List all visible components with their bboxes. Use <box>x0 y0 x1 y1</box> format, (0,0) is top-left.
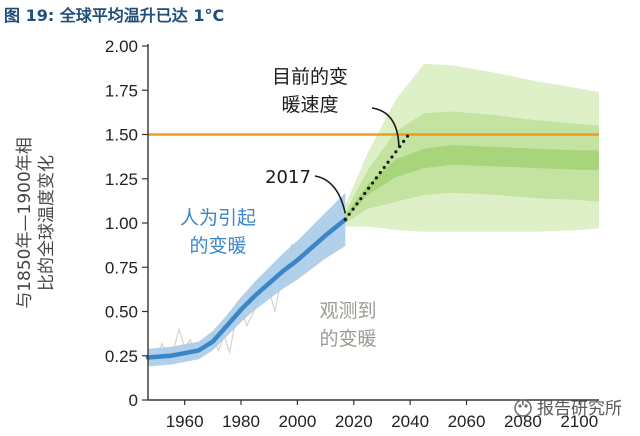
x-tick-label: 2020 <box>335 412 373 431</box>
y-tick-label: 1.25 <box>105 170 138 189</box>
projection-label: 暖速度 <box>281 94 338 116</box>
x-tick-label: 2000 <box>278 412 316 431</box>
watermark-text: 报告研究所 <box>537 399 622 419</box>
projection-pointer <box>371 107 400 147</box>
watermark-icon-dot <box>518 404 522 408</box>
observed-label: 的变暖 <box>319 328 376 350</box>
y-tick-label: 1.50 <box>105 126 138 145</box>
anthropogenic-band <box>148 192 346 367</box>
watermark: 报告研究所 <box>514 399 622 419</box>
axes: 0 0.25 0.50 0.75 1.00 1.25 1.50 1.75 2.00 1960 198… <box>105 37 599 431</box>
anthropogenic-label: 人为引起 <box>180 207 256 229</box>
figure-title: 图 19: 全球平均温升已达 1°C <box>4 6 225 25</box>
y-tick-label: 0.75 <box>105 258 138 277</box>
x-tick-label: 2080 <box>504 412 542 431</box>
anthropogenic-line <box>145 217 348 360</box>
x-tick-label: 1960 <box>166 412 204 431</box>
chart-labels: 与1850年—1900年相 比的全球温度变化 人为引起的变暖观测到的变暖目前的变暖速… <box>15 66 400 350</box>
annotation-2017-label: 2017 <box>265 167 311 188</box>
x-tick-label: 2060 <box>448 412 486 431</box>
projection-band-2 <box>345 111 599 223</box>
x-tick-label: 2040 <box>391 412 429 431</box>
y-axis-label: 与1850年—1900年相 比的全球温度变化 <box>15 137 57 309</box>
observed-label: 观测到 <box>319 300 376 322</box>
anthropogenic-label: 的变暖 <box>189 235 246 257</box>
y-tick-label: 0.50 <box>105 303 138 322</box>
y-axis-label-line: 比的全球温度变化 <box>37 155 57 291</box>
annotation-2017-pointer <box>314 175 347 214</box>
projection-layer <box>343 131 412 222</box>
y-tick-label: 1.00 <box>105 214 138 233</box>
projection-dotted-line <box>343 131 412 222</box>
y-tick-label: 0.25 <box>105 347 138 366</box>
watermark-icon <box>514 399 532 417</box>
y-tick-label: 2.00 <box>105 37 138 56</box>
projection-band-3 <box>345 145 599 220</box>
y-tick-label: 1.75 <box>105 81 138 100</box>
y-tick-label: 0 <box>129 391 138 410</box>
anthropogenic-series <box>145 192 348 367</box>
projection-bands <box>345 63 599 232</box>
watermark-icon-dot <box>524 404 528 408</box>
x-tick-label: 1980 <box>222 412 260 431</box>
projection-label: 目前的变 <box>272 66 348 88</box>
y-axis-label-line: 与1850年—1900年相 <box>15 137 35 309</box>
x-tick-label: 2100 <box>560 412 598 431</box>
